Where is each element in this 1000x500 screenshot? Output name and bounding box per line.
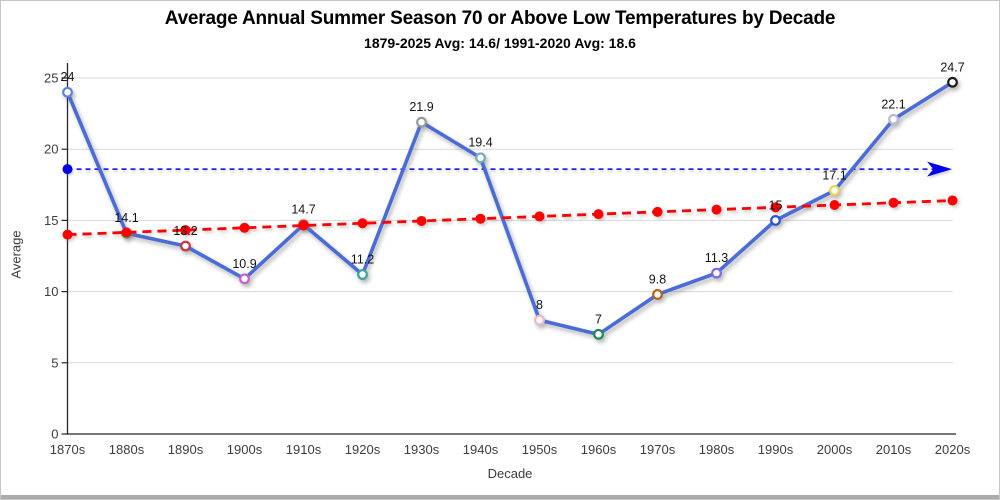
x-tick-label: 2020s (935, 442, 971, 457)
trend-line-group (62, 195, 958, 240)
trend-dot (357, 218, 368, 229)
data-point (947, 76, 958, 88)
trend-line (67, 199, 953, 237)
x-tick-label: 1890s (168, 442, 204, 457)
x-tick-label: 1900s (227, 442, 263, 457)
trend-dot (770, 202, 781, 213)
chart-title: Average Annual Summer Season 70 or Above… (164, 8, 836, 29)
reference-line-group (62, 161, 952, 177)
x-tick-label: 1930s (404, 442, 440, 457)
trend-dot (652, 206, 663, 217)
data-label: 11.3 (705, 251, 728, 265)
trend-dot (888, 197, 899, 208)
trend-dot (180, 225, 191, 236)
data-label: 17.1 (822, 168, 846, 182)
trend-dot (62, 229, 73, 240)
trend-dot (416, 215, 427, 226)
data-point (593, 328, 604, 340)
data-point (534, 314, 545, 326)
x-tick-label: 1970s (640, 442, 676, 457)
trend-dot (121, 227, 132, 238)
reference-arrow-head (927, 161, 952, 177)
data-series-group (62, 76, 958, 340)
y-tick-label: 5 (51, 355, 58, 370)
x-tick-label: 1990s (758, 442, 794, 457)
x-tick-label: 1960s (581, 442, 617, 457)
y-tick-label: 10 (44, 284, 58, 299)
data-label: 10.9 (232, 257, 256, 271)
trend-dot (593, 209, 604, 220)
data-label: 8 (536, 298, 543, 312)
y-tick-label: 25 (44, 71, 58, 86)
y-tick-label: 15 (44, 213, 58, 228)
trend-dot (298, 220, 309, 231)
data-label: 15 (769, 198, 783, 212)
x-tick-label: 1950s (522, 442, 558, 457)
data-point (770, 214, 781, 226)
data-label: 24 (61, 70, 75, 84)
trend-dot (711, 204, 722, 215)
x-tick-label: 1980s (699, 442, 735, 457)
data-label: 14.1 (114, 211, 138, 225)
trend-dot (829, 200, 840, 211)
x-tick-label: 2000s (817, 442, 853, 457)
window-bottom-edge (1, 495, 999, 499)
data-point (180, 240, 191, 252)
series-line (65, 80, 955, 337)
x-tick-label: 1920s (345, 442, 381, 457)
data-label: 19.4 (468, 136, 492, 150)
data-label: 14.7 (291, 203, 315, 217)
trend-dot (534, 211, 545, 222)
data-point (475, 152, 486, 164)
x-tick-label: 1870s (50, 442, 86, 457)
trend-dot (239, 222, 250, 233)
data-label: 11.2 (351, 253, 374, 267)
data-label: 13.2 (173, 224, 197, 238)
data-label: 24.7 (940, 60, 964, 74)
x-tick-label: 2010s (876, 442, 912, 457)
x-tick-label: 1940s (463, 442, 499, 457)
x-tick-label: 1910s (286, 442, 322, 457)
data-point (357, 269, 368, 280)
data-point (711, 267, 722, 279)
trend-dot (475, 213, 486, 224)
data-label: 22.1 (881, 97, 905, 111)
data-point (652, 289, 663, 300)
data-label: 7 (595, 312, 602, 326)
data-point (416, 116, 427, 128)
reference-start-dot (62, 164, 73, 175)
y-tick-label: 0 (51, 427, 58, 442)
data-label: 21.9 (409, 100, 433, 114)
data-point (888, 113, 899, 125)
x-tick-label: 1880s (109, 442, 145, 457)
data-point (62, 86, 73, 98)
data-label: 9.8 (649, 272, 666, 286)
data-point (829, 185, 840, 196)
trend-dot (947, 195, 958, 206)
chart-subtitle: 1879-2025 Avg: 14.6/ 1991-2020 Avg: 18.6 (364, 35, 636, 51)
x-axis-title: Decade (487, 466, 533, 481)
y-tick-label: 20 (44, 142, 58, 157)
data-point (239, 273, 250, 285)
